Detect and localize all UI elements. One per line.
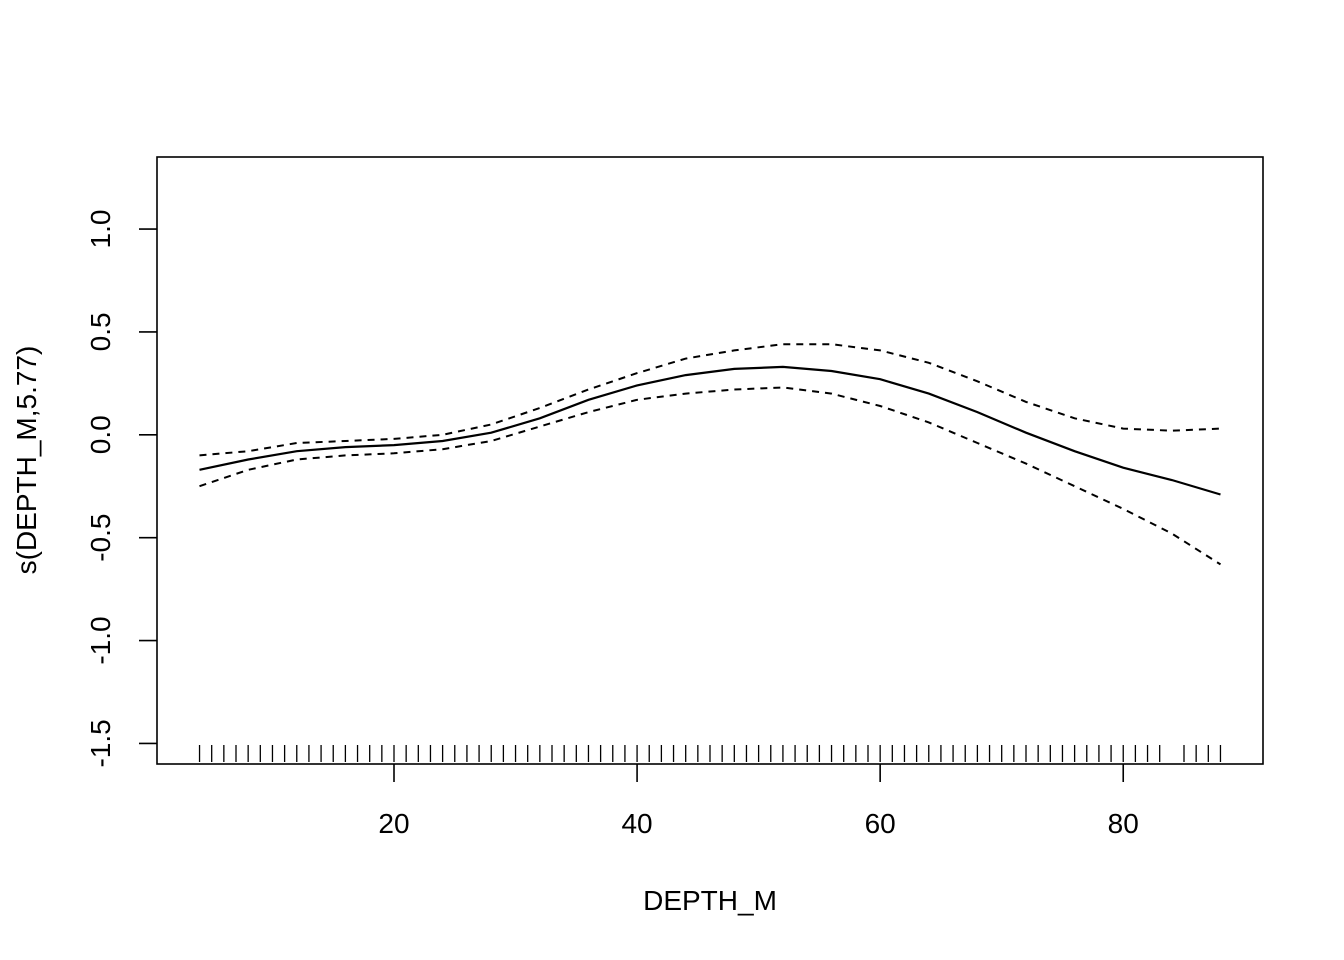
x-axis: 20 40 60 80 [378, 764, 1139, 839]
x-tick-label: 80 [1108, 808, 1139, 839]
series-lines [199, 343, 1222, 566]
x-axis-label: DEPTH_M [643, 885, 777, 916]
y-tick-label: -1.5 [85, 719, 116, 767]
x-tick-label: 60 [865, 808, 896, 839]
x-tick-label: 20 [378, 808, 409, 839]
y-tick-label: 0.5 [85, 312, 116, 351]
rug-marks [198, 745, 1222, 762]
y-tick-label: 1.0 [85, 210, 116, 249]
lower-band-line [199, 386, 1222, 566]
y-tick-label: 0.0 [85, 415, 116, 454]
smooth-fit-line [199, 365, 1221, 496]
plot-frame [156, 156, 1264, 765]
y-axis-label: s(DEPTH_M,5.77) [11, 346, 42, 575]
y-tick-label: -0.5 [85, 514, 116, 562]
upper-band-line [199, 343, 1221, 457]
y-tick-label: -1.0 [85, 616, 116, 664]
y-axis: -1.5 -1.0 -0.5 0.0 0.5 1.0 [85, 210, 157, 768]
x-tick-label: 40 [621, 808, 652, 839]
